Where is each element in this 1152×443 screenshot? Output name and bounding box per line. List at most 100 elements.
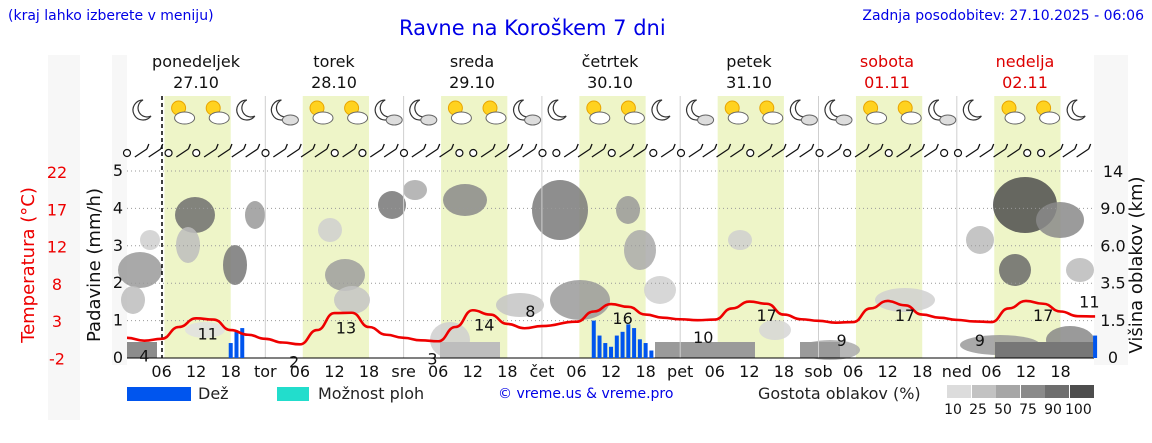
cloud-blob bbox=[378, 191, 406, 219]
cloud-blob bbox=[325, 259, 365, 291]
density-swatch bbox=[996, 385, 1020, 398]
x-tick-label: 12 bbox=[463, 362, 483, 381]
moon-icon bbox=[547, 99, 567, 121]
axes: 06 12 18 tor 06 12 18 sre 06 12 18 čet 06 12 18 pet 06 12… bbox=[18, 161, 1147, 381]
cloud-blob bbox=[176, 227, 200, 263]
day-date-2: 28.10 bbox=[311, 73, 357, 92]
credit-link[interactable]: © vreme.us & vreme.pro bbox=[498, 386, 674, 402]
cloud-icon bbox=[589, 111, 611, 125]
x-tick-label: 06 bbox=[705, 362, 725, 381]
wind-barb-icon bbox=[381, 143, 385, 150]
wind-barb-icon bbox=[1018, 143, 1023, 150]
wind-calm-icon bbox=[469, 148, 478, 158]
chart-background bbox=[48, 55, 1128, 420]
wind-barb-icon bbox=[771, 148, 785, 158]
wind-calm-icon bbox=[649, 148, 658, 158]
cloud-blob bbox=[800, 342, 840, 358]
density-swatch bbox=[1045, 385, 1069, 398]
temperature-tick: 17 bbox=[47, 200, 67, 219]
wind-barb-icon bbox=[811, 143, 815, 150]
cloud-blob bbox=[127, 342, 157, 358]
precipitation-tick: 1 bbox=[113, 311, 123, 330]
precipitation-tick: 3 bbox=[113, 236, 123, 255]
temperature-label: 11 bbox=[197, 325, 217, 344]
wind-barb-icon bbox=[630, 143, 635, 150]
cloud-height-tick: 3.5 bbox=[1100, 274, 1125, 293]
cloud-icon bbox=[900, 111, 922, 125]
wind-barb-icon bbox=[979, 148, 993, 158]
wind-barb-icon bbox=[300, 148, 314, 158]
wind-calm-icon bbox=[122, 148, 132, 158]
wind-barb-icon bbox=[589, 143, 593, 150]
cloud-blob bbox=[334, 286, 370, 314]
cloud-icon bbox=[174, 111, 196, 125]
rain-bar bbox=[632, 328, 637, 358]
rain-bar bbox=[1093, 335, 1098, 358]
cloud-icon bbox=[450, 111, 472, 125]
right-axis-panel bbox=[1094, 55, 1128, 365]
wind-barb-icon bbox=[272, 148, 286, 158]
x-tick-label: 12 bbox=[739, 362, 759, 381]
wind-calm-icon bbox=[746, 148, 755, 158]
rain-legend-swatch bbox=[127, 387, 191, 401]
wind-calm-icon bbox=[1036, 148, 1046, 158]
wind-barb-icon bbox=[176, 148, 189, 158]
cloud-blob bbox=[875, 288, 935, 312]
wind-barb-icon bbox=[591, 148, 605, 158]
temperature-tick: 3 bbox=[52, 312, 62, 331]
x-tick-label: ned bbox=[942, 362, 972, 381]
wind-barb-icon bbox=[353, 143, 358, 150]
temperature-label: 9 bbox=[836, 331, 846, 350]
moon-icon bbox=[962, 99, 982, 121]
day-name-7: nedelja bbox=[995, 52, 1055, 71]
x-tick-label: 18 bbox=[359, 362, 379, 381]
wind-row bbox=[122, 143, 1092, 158]
density-step-label: 10 bbox=[944, 402, 962, 418]
cloud-height-axis-label: Višina oblakov (km) bbox=[1126, 176, 1147, 353]
x-tick-label: 18 bbox=[774, 362, 794, 381]
cloud-blob bbox=[440, 342, 500, 358]
wind-barb-icon bbox=[868, 148, 882, 158]
wind-barb-icon bbox=[411, 148, 425, 158]
x-tick-label: 18 bbox=[912, 362, 932, 381]
wind-barb-icon bbox=[741, 143, 746, 150]
wind-barb-icon bbox=[437, 143, 441, 150]
wind-barb-icon bbox=[672, 143, 676, 150]
wind-calm-icon bbox=[358, 148, 367, 158]
cloud-icon bbox=[866, 111, 888, 125]
moon-icon bbox=[651, 99, 671, 121]
wind-calm-icon bbox=[843, 148, 852, 158]
wind-barb-icon bbox=[644, 143, 649, 150]
cloud-height-tick: 1.5 bbox=[1100, 311, 1125, 330]
wind-calm-icon bbox=[940, 148, 949, 158]
density-swatch bbox=[971, 385, 996, 398]
rain-bar bbox=[234, 331, 239, 358]
cloud-blob bbox=[616, 196, 640, 224]
cloud-height-tick: 0 bbox=[1108, 348, 1118, 367]
wind-barb-icon bbox=[923, 148, 937, 158]
density-step-label: 90 bbox=[1044, 402, 1062, 418]
daylight-band bbox=[855, 96, 923, 358]
wind-barb-icon bbox=[229, 143, 233, 150]
day-name-2: torek bbox=[313, 52, 355, 71]
wind-barb-icon bbox=[619, 148, 632, 158]
wind-barb-icon bbox=[785, 148, 799, 158]
temperature-label: 3 bbox=[427, 350, 437, 369]
x-tick-label: 12 bbox=[601, 362, 621, 381]
region-selector-note[interactable]: (kraj lahko izberete v meniju) bbox=[8, 8, 214, 24]
wind-barb-icon bbox=[1007, 148, 1020, 158]
wind-barb-icon bbox=[231, 148, 245, 158]
wind-calm-icon bbox=[607, 148, 616, 158]
wind-barb-icon bbox=[783, 143, 787, 150]
cloud-icon bbox=[800, 114, 818, 126]
wind-barb-icon bbox=[1048, 148, 1062, 158]
rain-bar bbox=[240, 328, 245, 358]
wind-barb-icon bbox=[977, 143, 981, 150]
wind-barb-icon bbox=[326, 143, 330, 150]
wind-barb-icon bbox=[826, 148, 840, 158]
wind-barb-icon bbox=[907, 143, 912, 150]
wind-barb-icon bbox=[439, 148, 452, 158]
day-name-6: sobota bbox=[859, 52, 915, 71]
wind-barb-icon bbox=[245, 148, 259, 158]
